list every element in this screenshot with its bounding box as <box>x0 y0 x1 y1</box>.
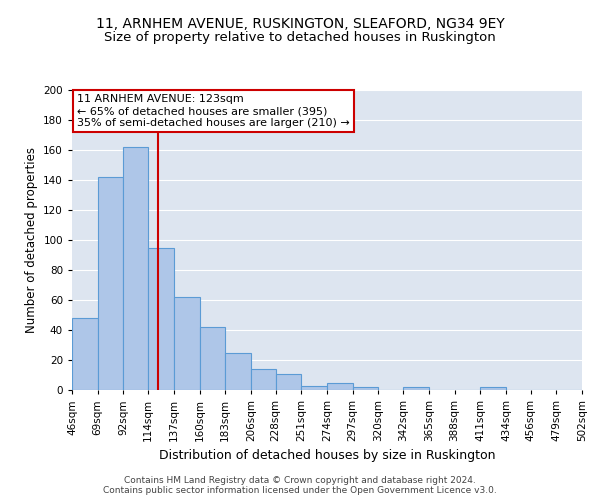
Bar <box>225 352 251 390</box>
Bar <box>327 382 353 390</box>
Bar <box>301 386 327 390</box>
Bar <box>403 387 429 390</box>
Bar <box>174 297 199 390</box>
Bar <box>148 248 174 390</box>
Bar <box>72 318 98 390</box>
Bar <box>353 387 379 390</box>
X-axis label: Distribution of detached houses by size in Ruskington: Distribution of detached houses by size … <box>159 450 495 462</box>
Text: 11, ARNHEM AVENUE, RUSKINGTON, SLEAFORD, NG34 9EY: 11, ARNHEM AVENUE, RUSKINGTON, SLEAFORD,… <box>95 18 505 32</box>
Bar <box>251 369 275 390</box>
Bar <box>199 327 225 390</box>
Text: Size of property relative to detached houses in Ruskington: Size of property relative to detached ho… <box>104 31 496 44</box>
Bar <box>98 177 124 390</box>
Y-axis label: Number of detached properties: Number of detached properties <box>25 147 38 333</box>
Text: Contains HM Land Registry data © Crown copyright and database right 2024.
Contai: Contains HM Land Registry data © Crown c… <box>103 476 497 495</box>
Bar <box>124 147 148 390</box>
Text: 11 ARNHEM AVENUE: 123sqm
← 65% of detached houses are smaller (395)
35% of semi-: 11 ARNHEM AVENUE: 123sqm ← 65% of detach… <box>77 94 350 128</box>
Bar <box>480 387 506 390</box>
Bar <box>275 374 301 390</box>
